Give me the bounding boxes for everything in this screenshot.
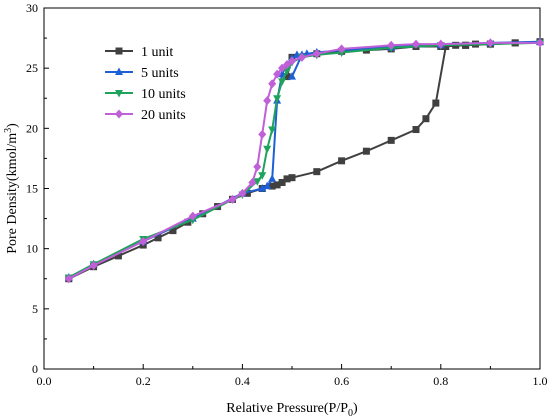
data-point — [283, 67, 292, 76]
data-point — [338, 157, 346, 165]
y-axis-ticks: 0 5 10 15 20 25 30 — [26, 1, 49, 376]
legend-label: 20 units — [141, 108, 186, 123]
y-tick-label: 10 — [26, 242, 38, 256]
legend-item: 1 unit — [105, 45, 173, 60]
data-point — [278, 178, 286, 186]
y-tick-label: 30 — [26, 1, 38, 15]
data-point — [337, 44, 346, 54]
x-tick-label: 0.4 — [235, 374, 250, 388]
series-1 — [65, 38, 544, 283]
legend-marker — [115, 90, 123, 98]
data-point — [412, 39, 420, 49]
legend-label: 10 units — [141, 87, 186, 102]
legend-item: 20 units — [105, 108, 186, 123]
data-point — [238, 188, 247, 198]
series-3 — [64, 39, 544, 283]
data-point — [273, 95, 282, 103]
x-axis-title-main: Relative Pressure(P/P — [226, 401, 348, 416]
data-point — [243, 189, 251, 197]
x-tick-label: 0.0 — [37, 374, 52, 388]
x-tick-label: 1.0 — [533, 374, 548, 388]
series-line — [68, 41, 540, 280]
data-point — [258, 129, 267, 139]
data-point — [283, 60, 292, 70]
data-point — [278, 78, 287, 86]
data-point — [387, 136, 395, 144]
y-axis-title-end: ) — [5, 123, 20, 128]
legend-marker — [115, 67, 123, 75]
x-axis-title: Relative Pressure(P/P0) — [226, 401, 358, 419]
y-axis-title-main: Pore Density(kmol/m — [5, 133, 20, 254]
data-point — [154, 234, 162, 242]
data-point — [258, 184, 267, 192]
data-point — [169, 227, 177, 235]
data-point — [313, 168, 321, 176]
data-point — [297, 52, 306, 62]
data-point — [64, 274, 73, 284]
data-point — [387, 40, 396, 50]
data-point — [268, 126, 277, 135]
legend: 1 unit 5 units 10 units 20 units — [105, 45, 186, 123]
data-point — [436, 39, 445, 49]
data-point — [278, 63, 287, 73]
data-point — [536, 38, 544, 48]
x-axis-ticks: 0.0 0.2 0.4 0.6 0.8 1.0 — [37, 364, 548, 388]
y-tick-label: 5 — [32, 302, 38, 316]
data-point — [253, 162, 262, 172]
legend-marker — [115, 109, 123, 119]
data-point — [268, 174, 277, 182]
data-point — [228, 194, 237, 204]
data-point — [422, 115, 430, 123]
data-point — [283, 73, 291, 81]
data-point — [263, 145, 272, 154]
data-point — [273, 69, 282, 79]
y-tick-label: 15 — [26, 182, 38, 196]
legend-marker — [115, 47, 123, 55]
y-tick-label: 25 — [26, 61, 38, 75]
data-point — [258, 172, 267, 180]
x-tick-label: 0.2 — [136, 374, 151, 388]
data-point — [263, 181, 272, 190]
data-point — [288, 72, 296, 80]
data-point — [288, 174, 296, 182]
series-4 — [64, 38, 544, 284]
legend-item: 10 units — [105, 87, 186, 102]
data-point — [273, 181, 281, 189]
data-point — [312, 49, 321, 59]
x-axis-title-subscript: 0 — [348, 408, 353, 419]
data-point — [263, 96, 272, 106]
series-layer — [64, 37, 544, 284]
y-tick-label: 0 — [32, 362, 38, 376]
legend-label: 1 unit — [141, 45, 173, 60]
data-point — [268, 79, 277, 89]
x-axis-title-end: ) — [353, 401, 358, 416]
y-axis-title-superscript: 3 — [3, 128, 14, 133]
data-point — [486, 38, 495, 48]
series-line — [68, 41, 541, 279]
data-point — [442, 43, 450, 51]
data-point — [362, 147, 370, 155]
legend-label: 5 units — [141, 66, 179, 81]
data-point — [114, 252, 122, 260]
y-tick-label: 20 — [26, 121, 38, 135]
data-point — [288, 56, 296, 66]
data-point — [268, 182, 276, 190]
data-point — [139, 236, 148, 246]
x-tick-label: 0.6 — [334, 374, 349, 388]
data-point — [188, 211, 197, 221]
legend-item: 5 units — [105, 66, 179, 81]
data-point — [89, 261, 98, 271]
y-axis-title: Pore Density(kmol/m3) — [3, 123, 20, 254]
data-point — [432, 99, 440, 107]
data-point — [248, 177, 257, 187]
data-point — [253, 178, 262, 186]
data-point — [283, 175, 291, 183]
data-point — [412, 126, 420, 134]
x-tick-label: 0.8 — [433, 374, 448, 388]
